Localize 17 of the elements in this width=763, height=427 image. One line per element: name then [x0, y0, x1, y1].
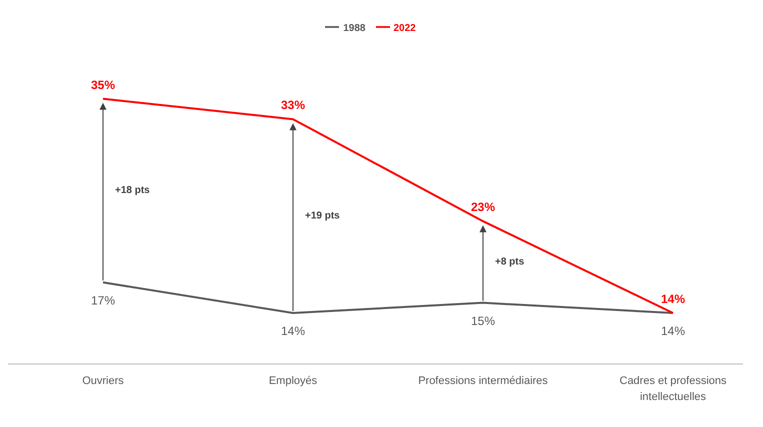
x-tick-label: Employés — [268, 375, 318, 387]
data-label: 14% — [660, 324, 686, 338]
data-label: 23% — [470, 200, 496, 214]
annotation: +19 pts — [305, 210, 340, 222]
data-label: 35% — [90, 78, 116, 92]
legend-label: 1988 — [343, 23, 366, 34]
legend-label: 2022 — [394, 23, 416, 34]
annotation: +8 pts — [495, 256, 525, 268]
data-label: 33% — [280, 98, 306, 112]
data-label: 15% — [470, 314, 496, 328]
data-label: 17% — [90, 293, 116, 308]
x-tick-label: Professions intermédiaires — [418, 375, 548, 387]
x-tick-label: Ouvriers — [82, 375, 124, 387]
data-label: 14% — [280, 324, 306, 338]
x-tick-label: Cadres et professions intellectuelles — [620, 375, 727, 403]
data-label: 14% — [660, 292, 686, 306]
annotation: +18 pts — [115, 185, 150, 196]
